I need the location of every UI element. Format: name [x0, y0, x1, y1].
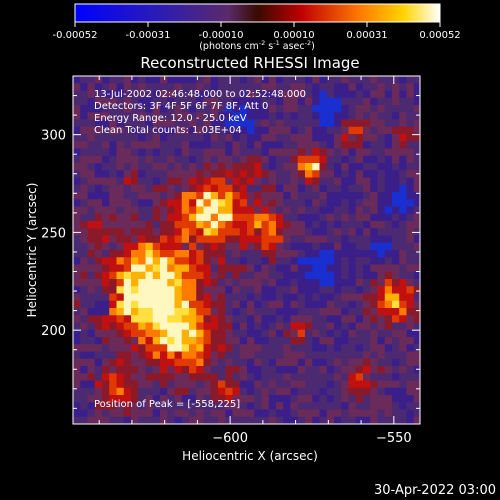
x-tick-labels: −600−550−500 — [212, 431, 412, 446]
colorbar-tick-label: 0.00031 — [346, 30, 387, 41]
rhessi-image — [73, 76, 420, 424]
x-tick-label: −600 — [212, 431, 248, 446]
footer-timestamp: 30-Apr-2022 03:00 — [374, 483, 496, 498]
colorbar-tick-label: 0.00010 — [273, 30, 314, 41]
info-line-clean: Clean Total counts: 1.03E+04 — [94, 125, 242, 136]
axis-ticks — [73, 76, 420, 424]
x-tick-label: −550 — [376, 431, 412, 446]
peak-position-label: Position of Peak = [-558,225] — [94, 399, 240, 410]
colorbar-gradient — [74, 3, 441, 23]
x-axis-label: Heliocentric X (arcsec) — [182, 449, 318, 463]
colorbar-unit-label: (photons cm-2 s-1 asec-2) — [199, 39, 315, 52]
y-tick-label: 250 — [41, 226, 66, 241]
plot-frame — [72, 75, 421, 425]
colorbar-tick-label: -0.00031 — [126, 30, 171, 41]
info-line-time: 13-Jul-2002 02:46:48.000 to 02:52:48.000 — [94, 89, 306, 100]
image-title: Reconstructed RHESSI Image — [140, 54, 359, 72]
colorbar-tick-label: 0.00052 — [419, 30, 460, 41]
colorbar: -0.00052 -0.00031 -0.00010 0.00010 0.00031 0.… — [53, 3, 461, 52]
info-line-energy: Energy Range: 12.0 - 25.0 keV — [94, 113, 247, 124]
info-line-detectors: Detectors: 3F 4F 5F 6F 7F 8F, Att 0 — [94, 101, 268, 112]
colorbar-tick-label: -0.00010 — [199, 30, 244, 41]
y-tick-label: 300 — [41, 129, 66, 144]
info-overlay: 13-Jul-2002 02:46:48.000 to 02:52:48.000… — [94, 89, 306, 136]
y-tick-labels: 200 250 300 — [41, 129, 66, 340]
colorbar-tick-label: -0.00052 — [53, 30, 98, 41]
y-tick-label: 200 — [41, 324, 66, 339]
y-axis-label: Heliocentric Y (arcsec) — [25, 183, 39, 318]
